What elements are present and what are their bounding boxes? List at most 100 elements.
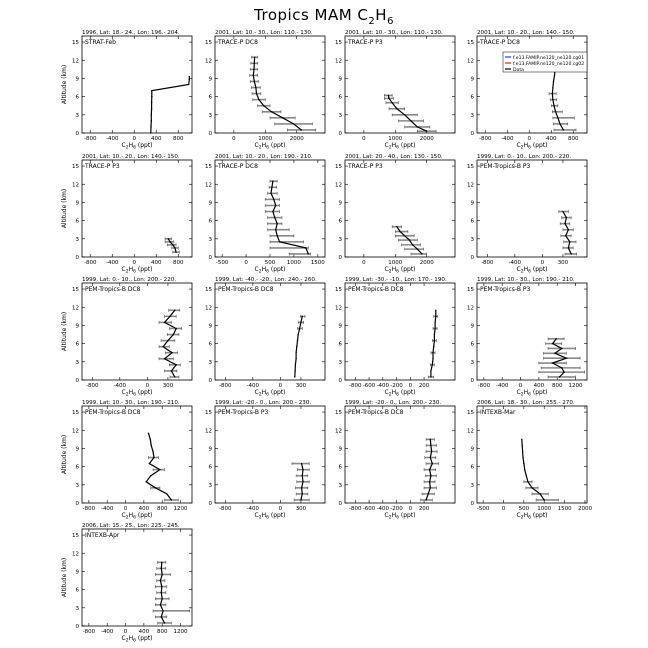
data-point [302,481,304,483]
y-tick-label: 12 [467,182,474,188]
data-point [523,468,526,471]
data-point [163,622,166,624]
x-axis-label: C2H6 (ppt) [384,512,415,521]
x-tick-label: 0 [362,136,366,142]
y-tick-label: 15 [205,164,212,170]
y-tick-label: 0 [76,131,80,137]
y-tick-label: 15 [467,287,474,293]
data-point [567,247,570,249]
data-point [162,610,164,612]
data-point [428,468,431,471]
data-point [410,120,412,122]
y-tick-label: 15 [72,287,79,293]
data-point [298,327,301,330]
data-point [150,132,152,134]
subplot-header: 2001, Lat: 10.- 30., Lon: 110.- 130. [345,30,443,36]
x-tick-label: -400 [377,383,390,389]
y-tick-label: 9 [209,76,213,82]
data-series-line [294,316,303,378]
x-tick-label: 1200 [569,383,583,389]
y-tick-label: 6 [209,342,213,348]
x-tick-label: -400 [501,136,514,142]
data-point [154,487,157,489]
x-tick-label: -200 [390,383,403,389]
data-point [429,487,431,489]
campaign-label: INTEXB-Mar [480,409,516,416]
x-tick-label: -800 [479,136,492,142]
x-tick-label: 800 [173,136,184,142]
data-point [170,499,173,501]
x-axis-label: C2H6 (ppt) [384,266,415,275]
plot-frame [476,35,588,134]
y-tick-label: 3 [339,483,343,489]
data-point [558,376,561,378]
subplot-15: 1999, Lat: -20.- 0., Lon: 200.- 230. PEM-… [335,400,456,521]
x-tick-label: 400 [139,629,150,635]
data-point [278,241,281,243]
data-point [396,225,398,228]
subplot-13: 1999, Lat: 10.- 30., Lon: 190.- 210. PEM-… [61,400,193,521]
x-tick-label: 0 [279,383,283,389]
x-tick-label: 0 [519,383,523,389]
subplot-17: 2006, Lat: 15.- 25., Lon: 225.- 245. INTE… [61,523,193,644]
y-tick-label: 12 [335,58,342,64]
data-point [432,345,435,348]
x-tick-label: 200 [419,506,430,512]
y-tick-label: 9 [76,446,80,452]
legend-label: f.e13.FAMIP.ne120_ne120.cg01 [513,55,584,61]
y-tick-label: 9 [76,200,80,206]
x-tick-label: 300 [558,260,569,266]
y-tick-label: 6 [209,465,213,471]
data-point [255,86,257,89]
x-axis-label: C2H6 (ppt) [516,266,547,275]
y-tick-label: 15 [335,40,342,46]
x-axis-label: C2H6 (ppt) [121,635,152,644]
y-tick-label: 0 [76,255,80,261]
y-tick-label: 0 [76,501,80,507]
data-point [296,339,299,342]
y-tick-label: 9 [339,200,343,206]
y-tick-label: 6 [76,95,80,101]
y-tick-label: 6 [471,219,475,225]
x-tick-label: -400 [106,136,119,142]
y-tick-label: 15 [467,164,474,170]
data-point [300,321,302,324]
x-tick-label: 400 [139,506,150,512]
data-point [552,98,554,101]
y-tick-label: 15 [72,40,79,46]
plot-frame [214,405,326,504]
data-point [555,338,557,340]
subplot-5: 2001, Lat: 10.- 20., Lon: 140.- 150. TRAC… [61,154,193,275]
subplot-header: 1999, Lat: 10.- 30., Lon: 190.- 210. [82,400,180,406]
campaign-label: TRACE-P DC8 [217,163,258,170]
data-point [562,210,564,213]
data-point [253,80,255,83]
y-tick-label: 3 [471,483,475,489]
y-tick-label: 0 [471,131,475,137]
data-point [561,347,563,350]
x-tick-label: 300 [296,506,307,512]
data-point [300,487,303,489]
x-tick-label: 0 [409,383,413,389]
data-point [175,327,177,330]
subplot-4: 2001, Lat: 10.- 20., Lon: 140.- 150. TRAC… [467,30,588,151]
x-tick-label: -800 [481,260,494,266]
y-tick-label: 12 [205,428,212,434]
x-tick-label: 1500 [311,260,325,266]
plot-frame [214,35,326,134]
data-point [258,98,260,101]
campaign-label: TRACE-P DC8 [217,39,258,46]
subplot-8: 1999, Lat: 0.- 10., Lon: 200.- 220. PEM-T… [467,154,588,275]
y-tick-label: 9 [209,446,213,452]
y-tick-label: 6 [76,342,80,348]
y-tick-label: 6 [209,95,213,101]
subplot-6: 2001, Lat: 10.- 20., Lon: 190.- 210. TRAC… [205,154,326,275]
x-tick-label: -800 [219,383,232,389]
x-tick-label: 400 [534,383,545,389]
y-tick-label: 12 [72,551,79,557]
y-tick-label: 3 [76,113,80,119]
data-point [174,376,176,378]
data-point [430,475,432,477]
y-tick-label: 0 [471,378,475,384]
data-point [430,370,432,372]
